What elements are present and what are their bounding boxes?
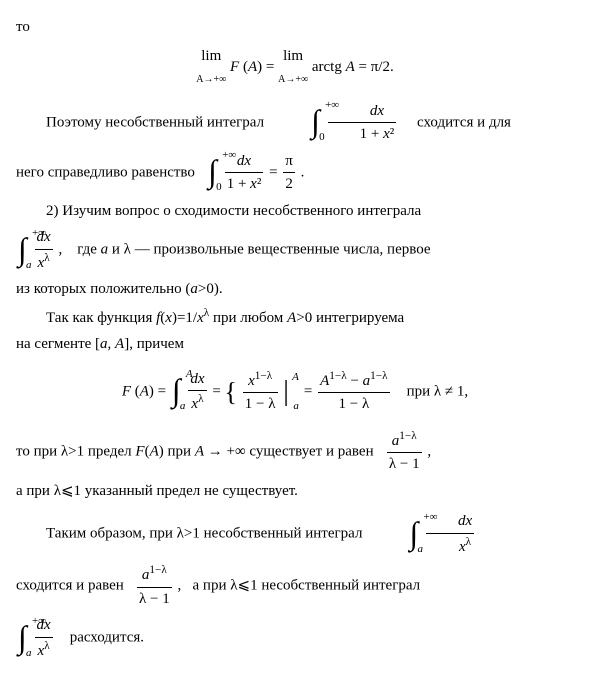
den: xλ (426, 534, 474, 559)
equation-FA: F (A) = A ∫ a dx xλ = { x1−λ 1 − λ | A a… (16, 368, 574, 416)
int-top: +∞ (222, 147, 236, 164)
den: 1 + x² (328, 123, 397, 146)
para-no-limit: а при λ⩽1 указанный предел не существует… (16, 480, 574, 503)
int-top: +∞ (295, 97, 339, 114)
comma: , (427, 443, 431, 459)
para-equality: него справедливо равенство +∞ ∫ 0 dx 1 +… (16, 150, 574, 196)
integral: +∞ ∫ a (18, 621, 27, 656)
para-segment: на сегменте [a, A], причем (16, 333, 574, 356)
den: xλ (35, 250, 53, 275)
para-limit-exists: то при λ>1 предел F(A) при A → +∞ сущест… (16, 428, 574, 476)
integral: +∞ ∫ a (18, 233, 27, 268)
fraction: a1−λ λ − 1 (387, 428, 422, 476)
text: Таким образом, при λ>1 несобственный инт… (46, 525, 362, 541)
tail: при λ ≠ 1, (407, 383, 469, 399)
num: x1−λ (243, 368, 278, 394)
den: 1 + x² (225, 173, 264, 196)
equation-limit: lim A→+∞ F (A) = lim A→+∞ arctg A = π/2. (16, 45, 574, 90)
fraction: a1−λ λ − 1 (137, 562, 172, 610)
int-bot: a (180, 398, 186, 415)
text: него справедливо равенство (16, 164, 195, 180)
den: λ − 1 (137, 588, 172, 611)
int-bot: 0 (216, 179, 222, 196)
para-item2: 2) Изучим вопрос о сходимости несобствен… (16, 200, 574, 223)
text: расходится. (70, 629, 144, 645)
para-converges-value: сходится и равен a1−λ λ − 1 , а при λ⩽1 … (16, 562, 574, 610)
para-positive: из которых положительно (a>0). (16, 278, 574, 301)
fraction-pi: π 2 (283, 150, 295, 196)
para-converges: Поэтому несобственный интеграл +∞ ∫ 0 dx… (16, 100, 574, 146)
pi-half: π/2. (371, 58, 394, 74)
text: Поэтому несобственный интеграл (46, 114, 264, 130)
den: 1 − λ (243, 393, 278, 416)
brace-open: { (225, 377, 237, 406)
text: а при λ⩽1 несобственный интеграл (193, 577, 421, 593)
lhs: F (A) = (122, 383, 170, 399)
num: A1−λ − a1−λ (318, 368, 390, 394)
den: xλ (35, 638, 53, 663)
int-top: +∞ (393, 509, 437, 526)
para-diverges: +∞ ∫ a dx xλ расходится. (16, 614, 574, 662)
para-integral-def: +∞ ∫ a dx xλ , где a и λ — произвольные … (16, 226, 574, 274)
fraction: x1−λ 1 − λ (243, 368, 278, 416)
den: 1 − λ (318, 393, 390, 416)
eq: = (304, 383, 316, 399)
num: a1−λ (387, 428, 422, 454)
text: сходится и для (417, 114, 511, 130)
bar: | (283, 376, 289, 407)
int-bot: a (387, 541, 423, 558)
integral: +∞ ∫ 0 (208, 155, 217, 190)
int-bot: a (26, 257, 32, 274)
lim-sub2: A→+∞ (278, 74, 308, 85)
bar-bot: a (293, 398, 299, 415)
fraction: A1−λ − a1−λ 1 − λ (318, 368, 390, 416)
lim-text: lim (201, 48, 221, 64)
int-top: +∞ (32, 613, 46, 630)
den: xλ (188, 391, 206, 416)
integral: +∞ ∫ a (379, 517, 418, 552)
eq: = (212, 383, 224, 399)
integral: A ∫ a (172, 374, 181, 409)
comma: , (58, 241, 62, 257)
lim-f: F (A) = (230, 58, 278, 74)
bar-top: A (292, 369, 299, 386)
lim-sub: A→+∞ (196, 74, 226, 85)
comma: , (178, 577, 186, 593)
equals: = (269, 164, 277, 180)
lim-block: lim A→+∞ (196, 45, 226, 90)
eval-bar: | A a (283, 371, 289, 413)
num: π (283, 150, 295, 174)
lim-text2: lim (283, 48, 303, 64)
text-to: то (16, 16, 574, 39)
den: 2 (283, 173, 295, 196)
int-top: A (186, 366, 193, 383)
den: λ − 1 (387, 453, 422, 476)
para-integrable: Так как функция f(x)=1/xλ при любом A>0 … (16, 305, 574, 330)
num: a1−λ (137, 562, 172, 588)
dot: . (301, 164, 305, 180)
integral: +∞ ∫ 0 (281, 105, 320, 140)
para-conclusion: Таким образом, при λ>1 несобственный инт… (16, 510, 574, 558)
arctg: arctg A = (312, 58, 371, 74)
lim-block2: lim A→+∞ (278, 45, 308, 90)
text: сходится и равен (16, 577, 124, 593)
int-bot: a (26, 645, 32, 662)
int-bot: 0 (289, 129, 325, 146)
text: где a и λ — произвольные вещественные чи… (77, 241, 430, 257)
int-top: +∞ (32, 225, 46, 242)
